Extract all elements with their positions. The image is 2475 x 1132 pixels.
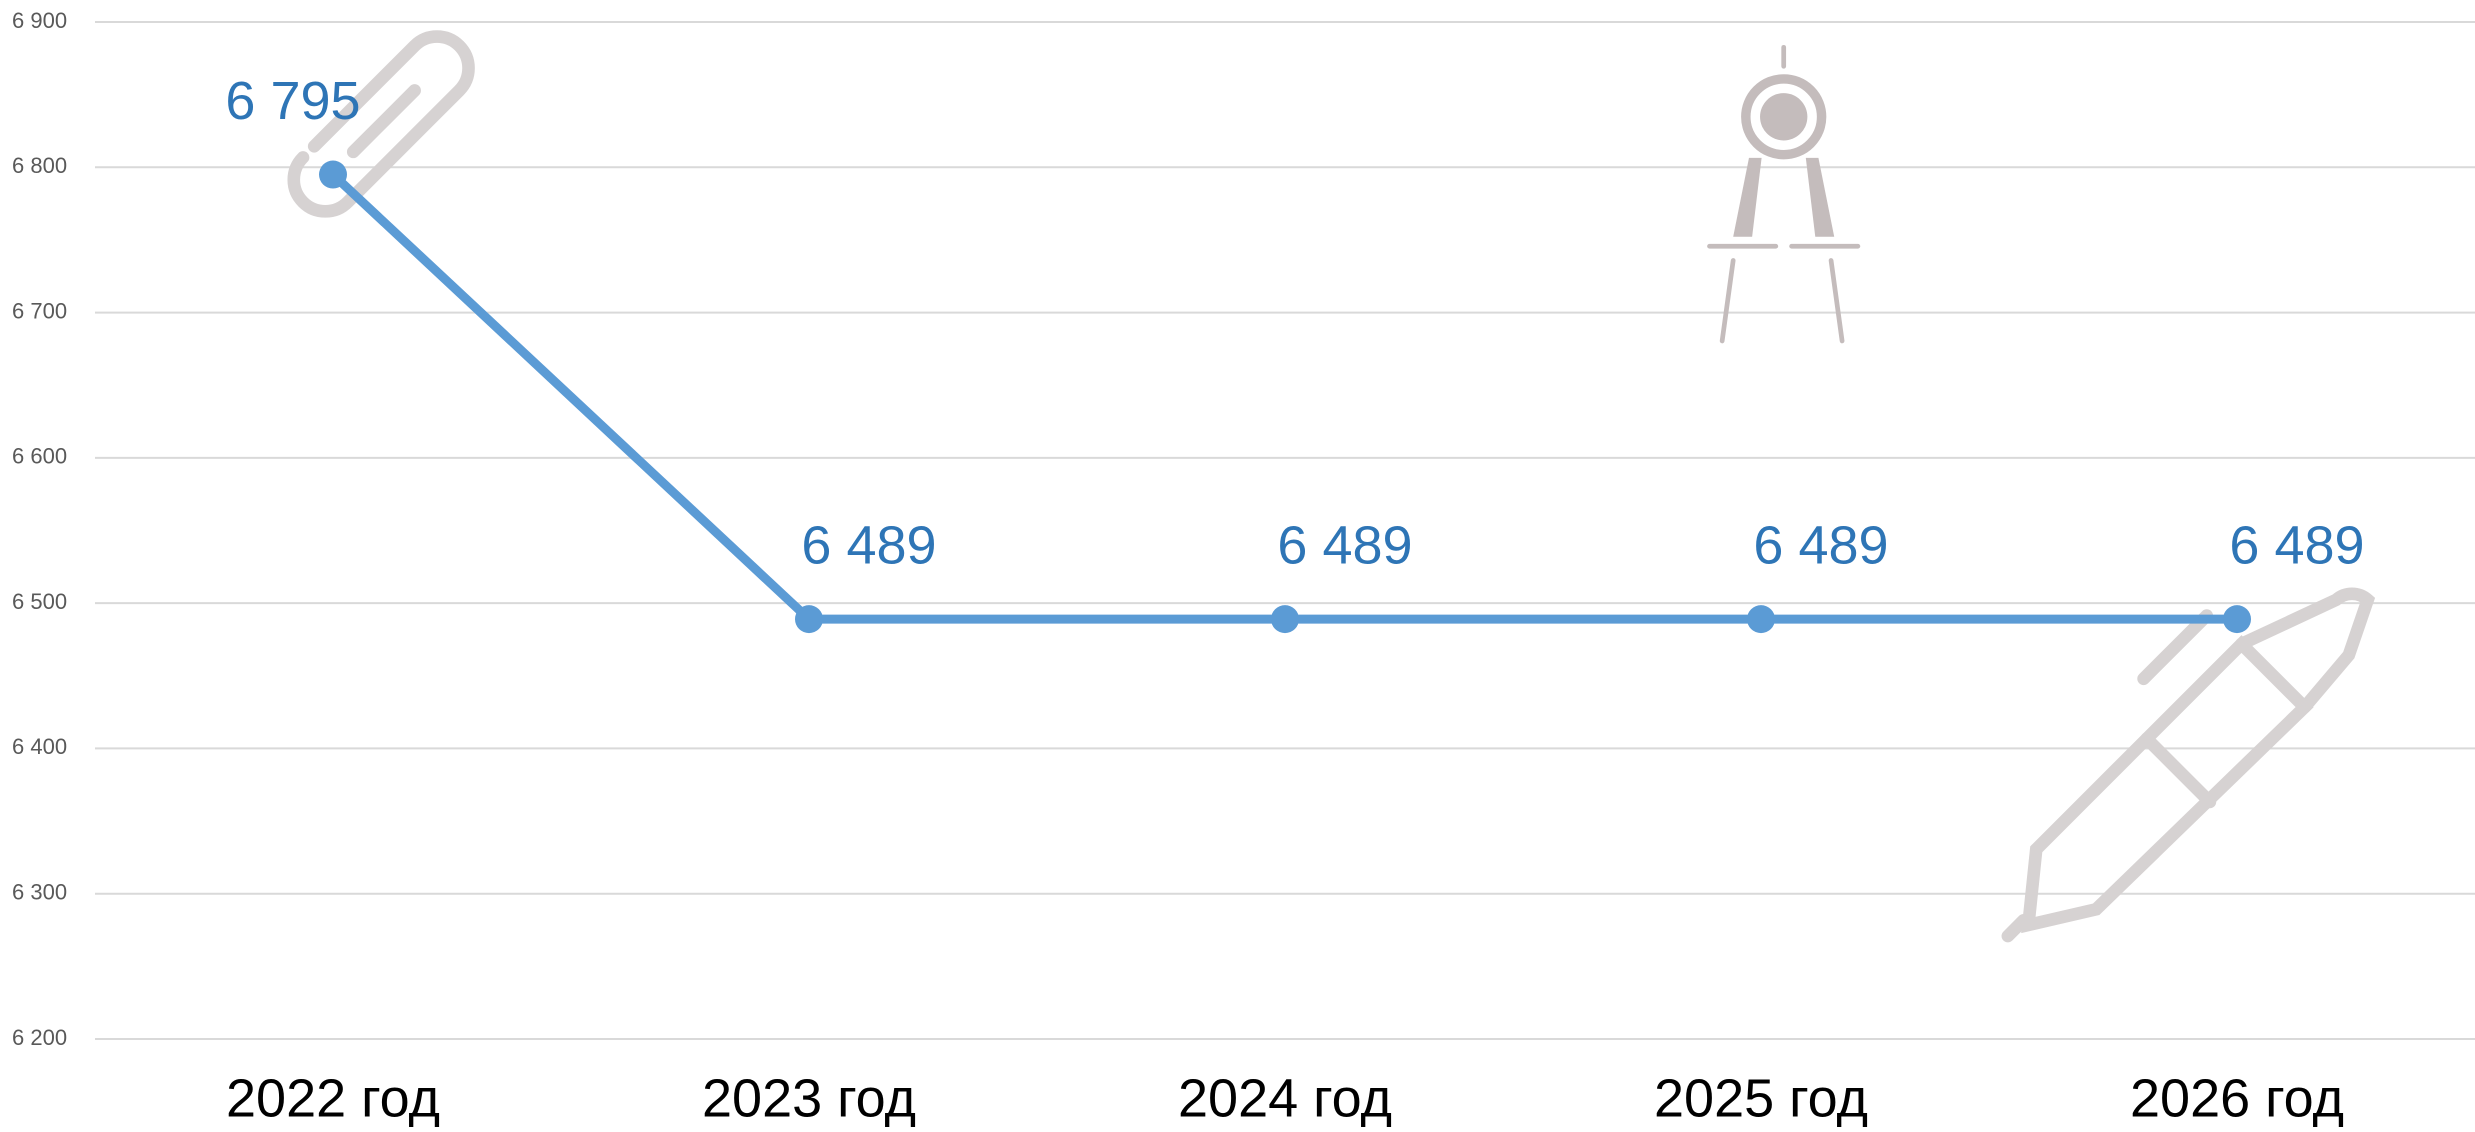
data-label: 6 489 [801,515,936,575]
y-tick-label: 6 300 [12,880,67,905]
y-tick-label: 6 500 [12,589,67,614]
pen-icon [2008,594,2368,936]
chart: 6 200 6 300 6 400 6 500 6 600 6 700 6 800 6 900… [0,0,2475,1132]
y-tick-label: 6 400 [12,734,67,759]
y-tick-label: 6 900 [12,8,67,33]
x-tick-label: 2022 год [226,1068,440,1128]
y-tick-label: 6 600 [12,444,67,469]
data-point [319,161,347,189]
compass-icon [1710,47,1858,341]
decorations [281,24,2368,937]
x-tick-label: 2023 год [702,1068,916,1128]
data-label: 6 489 [1753,515,1888,575]
x-tick-label: 2026 год [2130,1068,2344,1128]
y-tick-label: 6 700 [12,298,67,323]
plot: 2022 год 2023 год 2024 год 2025 год 2026 год… [225,71,2364,1128]
data-label: 6 795 [225,71,360,131]
data-label: 6 489 [1277,515,1412,575]
y-tick-label: 6 800 [12,153,67,178]
x-tick-label: 2024 год [1178,1068,1392,1128]
data-point [1747,605,1775,633]
data-point [2223,605,2251,633]
data-label: 6 489 [2229,515,2364,575]
page: {"chart_data": {"type": "line", "categor… [0,0,2475,1132]
data-point [795,605,823,633]
x-tick-label: 2025 год [1654,1068,1868,1128]
data-point [1271,605,1299,633]
y-tick-label: 6 200 [12,1025,67,1050]
